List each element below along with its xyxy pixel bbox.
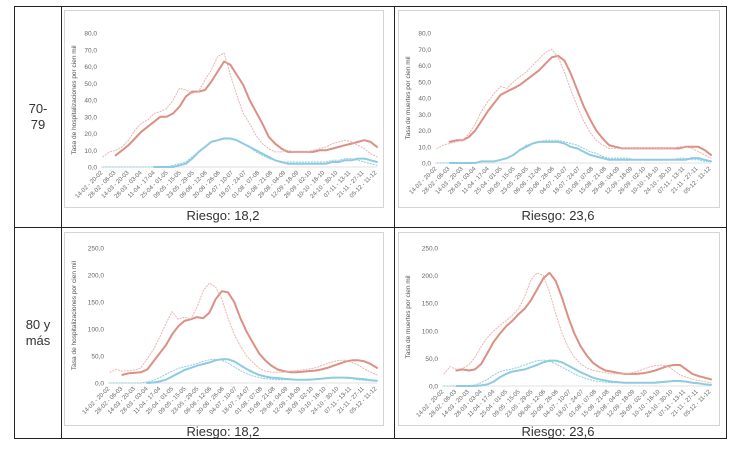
y-tick-label: 150,0 [422, 301, 439, 308]
y-tick-label: 10,0 [418, 144, 431, 151]
series-line [153, 137, 378, 168]
row-label-line: 79 [30, 117, 46, 132]
y-tick-label: 70,0 [84, 47, 97, 54]
y-tick-label: 30,0 [418, 112, 431, 119]
y-tick-label: 50,0 [425, 356, 438, 363]
death-chart: 0,0 10,0 20,0 30,0 40,0 50,0 60,0 70,0 80,0 Tasa … [405, 31, 713, 196]
y-tick-label: 0,0 [95, 381, 104, 388]
y-axis-label: Tasa de hospitalizaciones por cien mil [71, 260, 78, 370]
y-tick-label: 0,0 [422, 161, 431, 168]
series-line [455, 359, 712, 387]
table-border-left [14, 6, 15, 439]
table-border-top [14, 6, 727, 7]
y-tick-label: 200,0 [422, 273, 439, 280]
y-tick-label: 250,0 [88, 246, 105, 253]
y-tick-label: 70,0 [418, 47, 431, 54]
y-tick-label: 20,0 [84, 131, 97, 138]
table-column-divider [61, 6, 62, 439]
y-tick-label: 150,0 [88, 300, 105, 307]
y-tick-label: 100,0 [422, 328, 439, 335]
row-label-80-plus: 80 y más [14, 317, 62, 349]
table-row-divider [14, 227, 727, 228]
risk-caption: Riesgo: 23,6 [521, 208, 595, 223]
y-tick-label: 50,0 [418, 79, 431, 86]
series-line [448, 54, 712, 156]
hospitalization-chart: 0,0 10,0 20,0 30,0 40,0 50,0 60,0 70,0 80,0 Tasa … [71, 31, 379, 200]
y-tick-label: 80,0 [84, 31, 97, 38]
y-tick-label: 100,0 [88, 327, 105, 334]
series-line-dotted [443, 272, 712, 384]
table-border-bottom [14, 438, 727, 439]
y-tick-label: 0,0 [429, 384, 438, 391]
y-axis-label: Tasa de muertes por cien mil [405, 56, 412, 140]
series-line-dotted [436, 48, 712, 159]
y-tick-label: 50,0 [91, 354, 104, 361]
series-line-dotted [102, 52, 378, 158]
series-line-dotted [102, 138, 378, 168]
y-axis-label: Tasa de muertes por cien mil [405, 275, 412, 359]
series-line-dotted [109, 358, 378, 384]
series-line [114, 60, 378, 157]
death-chart: 0,0 50,0 100,0 150,0 200,0 250,0 Tasa de muert… [405, 246, 713, 419]
chart-frame: 0,0 10,0 20,0 30,0 40,0 50,0 60,0 70,0 80,0 Tasa … [64, 10, 384, 208]
y-tick-label: 0,0 [88, 165, 97, 172]
row-label-line: más [25, 333, 51, 348]
y-tick-label: 60,0 [418, 63, 431, 70]
y-tick-label: 250,0 [422, 246, 439, 253]
y-tick-label: 50,0 [84, 81, 97, 88]
risk-caption: Riesgo: 18,2 [186, 424, 260, 439]
table-border-right [726, 6, 727, 439]
series-line-dotted [109, 282, 378, 376]
y-tick-label: 20,0 [418, 128, 431, 135]
table-column-divider [394, 6, 395, 439]
y-tick-label: 40,0 [418, 96, 431, 103]
row-label-line: 70- [28, 101, 48, 116]
hospitalization-chart: 0,0 50,0 100,0 150,0 200,0 250,0 Tasa de hospi… [71, 246, 379, 416]
y-tick-label: 40,0 [84, 98, 97, 105]
row-label-70-79: 70- 79 [14, 101, 62, 133]
y-tick-label: 200,0 [88, 273, 105, 280]
chart-frame: 0,0 50,0 100,0 150,0 200,0 250,0 Tasa de muert… [398, 232, 720, 426]
risk-caption: Riesgo: 18,2 [186, 208, 260, 223]
chart-frame: 0,0 10,0 20,0 30,0 40,0 50,0 60,0 70,0 80,0 Tasa … [398, 10, 720, 208]
series-line [455, 271, 712, 381]
comparison-table [14, 6, 727, 439]
y-tick-label: 80,0 [418, 31, 431, 38]
row-label-line: 80 y [25, 317, 51, 332]
series-line [121, 290, 378, 376]
y-tick-label: 60,0 [84, 64, 97, 71]
chart-frame: 0,0 50,0 100,0 150,0 200,0 250,0 Tasa de hospi… [64, 232, 384, 426]
risk-caption: Riesgo: 23,6 [521, 424, 595, 439]
y-axis-label: Tasa de hospitalizaciones por cien mil [71, 45, 78, 155]
y-tick-label: 30,0 [84, 114, 97, 121]
series-line [146, 358, 378, 384]
series-line [448, 140, 712, 164]
y-tick-label: 10,0 [84, 148, 97, 155]
